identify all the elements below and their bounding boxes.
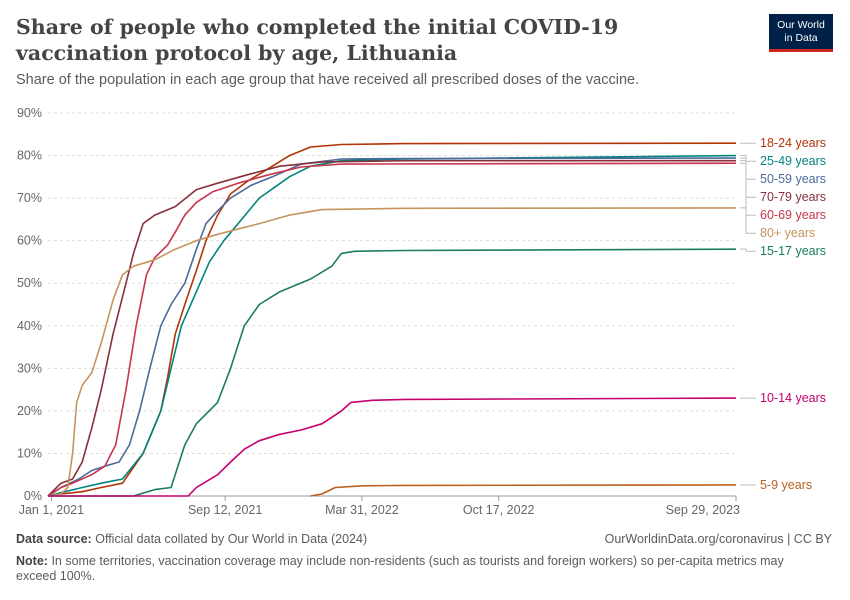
logo-line-1: Our World <box>777 19 825 31</box>
y-tick-label: 40% <box>17 319 42 333</box>
series-line <box>47 162 737 497</box>
grid-lines <box>48 112 736 497</box>
data-source: Data source: Official data collated by O… <box>16 532 367 546</box>
series-label: 10-14 years <box>760 391 826 405</box>
y-tick-label: 30% <box>17 361 42 375</box>
y-tick-label: 10% <box>17 446 42 460</box>
owid-logo[interactable]: Our World in Data <box>769 14 833 52</box>
series-line <box>48 397 737 497</box>
series-lines <box>47 142 737 497</box>
series-label: 18-24 years <box>760 136 826 150</box>
x-axis-ticks: Jan 1, 2021 Sep 12, 2021 Mar 31, 2022 Oct 1… <box>19 496 740 517</box>
x-tick-label: Jan 1, 2021 <box>19 503 84 517</box>
logo-line-2: in Data <box>784 32 818 44</box>
series-labels: 18-24 years 25-49 years 50-59 years 70-79 y… <box>740 136 826 492</box>
y-tick-label: 90% <box>17 106 42 120</box>
series-label: 5-9 years <box>760 478 812 492</box>
series-label: 70-79 years <box>760 190 826 204</box>
note-label: Note: <box>16 554 48 568</box>
series-label: 80+ years <box>760 226 815 240</box>
y-tick-label: 50% <box>17 276 42 290</box>
x-tick-label: Oct 17, 2022 <box>463 503 535 517</box>
series-line <box>47 207 737 497</box>
series-line <box>48 248 737 497</box>
series-line <box>310 484 737 497</box>
series-label: 15-17 years <box>760 244 826 258</box>
data-source-text: Official data collated by Our World in D… <box>95 532 368 546</box>
y-tick-label: 60% <box>17 234 42 248</box>
chart-note: Note: In some territories, vaccination c… <box>16 554 816 584</box>
series-line <box>47 159 736 497</box>
y-tick-label: 0% <box>24 489 42 503</box>
series-label: 60-69 years <box>760 208 826 222</box>
note-text: In some territories, vaccination coverag… <box>16 554 784 583</box>
label-connector <box>740 162 756 216</box>
x-tick-label: Sep 12, 2021 <box>188 503 262 517</box>
y-tick-label: 20% <box>17 404 42 418</box>
data-source-label: Data source: <box>16 532 92 546</box>
line-chart: 0% 10% 20% 30% 40% 50% 60% 70% 80% 90% Jan 1, 202… <box>17 106 826 517</box>
license-link[interactable]: OurWorldinData.org/coronavirus | CC BY <box>604 532 832 546</box>
y-tick-label: 80% <box>17 149 42 163</box>
x-tick-label: Mar 31, 2022 <box>325 503 399 517</box>
y-tick-label: 70% <box>17 191 42 205</box>
series-label: 25-49 years <box>760 154 826 168</box>
x-tick-label: Sep 29, 2023 <box>666 503 740 517</box>
chart-title: Share of people who completed the initia… <box>16 15 619 65</box>
series-label: 50-59 years <box>760 172 826 186</box>
label-connector <box>740 207 756 234</box>
y-axis-ticks: 0% 10% 20% 30% 40% 50% 60% 70% 80% 90% <box>17 106 42 503</box>
label-connector <box>740 248 756 252</box>
series-line <box>47 142 737 497</box>
chart-subtitle: Share of the population in each age grou… <box>16 72 640 88</box>
